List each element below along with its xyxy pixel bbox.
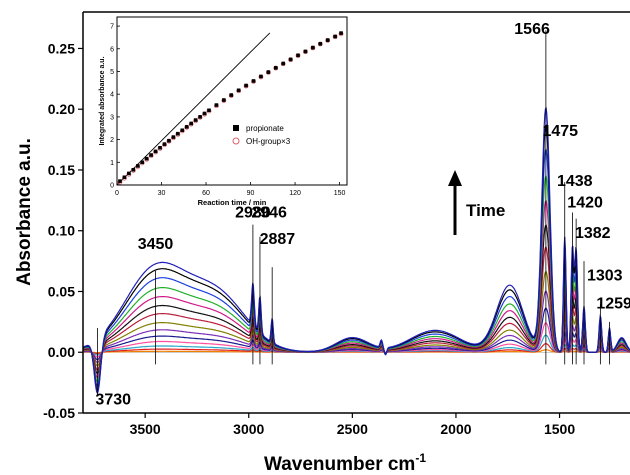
- inset-y-tick-label: 4: [110, 92, 114, 99]
- y-tick-label: 0.10: [48, 223, 75, 239]
- y-tick-label: 0.05: [48, 283, 75, 299]
- time-label: Time: [466, 201, 505, 220]
- legend-oh-label: OH-group×3: [246, 137, 291, 146]
- propionate-point: [318, 41, 323, 46]
- propionate-point: [184, 125, 189, 129]
- inset-y-tick-label: 1: [110, 160, 114, 167]
- y-tick-label: 0.20: [48, 101, 75, 117]
- spectrum-line: [83, 334, 630, 356]
- propionate-point: [333, 34, 337, 39]
- propionate-point: [176, 131, 180, 136]
- inset-x-axis-title: Reaction time / min: [198, 198, 267, 207]
- y-axis-title: Absorbance a.u.: [14, 138, 35, 286]
- propionate-point: [202, 111, 207, 116]
- inset-y-tick-label: 6: [110, 46, 114, 53]
- propionate-point: [207, 108, 211, 113]
- propionate-point: [259, 74, 263, 79]
- x-tick-label: 2500: [337, 421, 368, 437]
- inset-frame: [116, 16, 348, 186]
- peak-label: 1420: [567, 195, 603, 212]
- inset-kinetics-plot: 0 30 60 90 120 150 0 1 2 3 4 5 6 7 Reaction time / min…: [99, 16, 348, 207]
- y-tick-label: -0.05: [43, 405, 75, 421]
- propionate-point: [193, 118, 198, 122]
- propionate-point: [158, 145, 162, 150]
- spectrum-line: [83, 307, 630, 361]
- propionate-point: [149, 153, 153, 157]
- x-tick-label: 2000: [440, 421, 471, 437]
- propionate-point: [251, 79, 256, 83]
- propionate-point: [222, 98, 226, 102]
- spectrum-line: [83, 270, 630, 367]
- peak-label: 1382: [575, 225, 611, 242]
- inset-x-tick-label: 150: [334, 190, 346, 197]
- inset-linear-fit-line: [116, 32, 271, 186]
- peak-label: 3730: [95, 391, 131, 408]
- peak-label: 2887: [260, 231, 296, 248]
- spectrum-line: [83, 322, 630, 358]
- propionate-point: [198, 115, 202, 119]
- propionate-point: [244, 83, 248, 88]
- propionate-point: [127, 171, 131, 176]
- peak-label: 2980: [235, 204, 271, 221]
- peak-label: 3450: [138, 236, 174, 253]
- propionate-point: [144, 156, 149, 161]
- propionate-point: [135, 164, 140, 168]
- propionate-point: [171, 135, 176, 139]
- inset-x-tick-label: 90: [247, 190, 255, 197]
- x-tick-label: 3500: [130, 421, 161, 437]
- peak-label: 1566: [514, 21, 550, 38]
- propionate-point: [281, 61, 285, 66]
- propionate-point: [266, 70, 271, 74]
- peak-label: 1303: [587, 268, 623, 285]
- inset-y-tick-label: 3: [110, 114, 114, 121]
- propionate-point: [229, 93, 234, 97]
- peak-label: 1259: [596, 295, 630, 312]
- spectrum-line: [82, 106, 630, 395]
- propionate-point: [214, 103, 219, 107]
- propionate-point: [118, 179, 122, 183]
- propionate-point: [131, 167, 136, 172]
- legend-propionate-marker: [233, 125, 239, 131]
- propionate-point: [189, 121, 193, 126]
- legend-propionate-label: propionate: [246, 124, 284, 133]
- x-axis-title: Wavenumber cm-1: [264, 451, 426, 475]
- peak-label: 2946: [251, 204, 287, 221]
- propionate-point: [288, 57, 293, 62]
- propionate-point: [162, 142, 167, 146]
- x-axis-title-superscript: -1: [415, 451, 426, 465]
- propionate-point: [153, 149, 158, 154]
- propionate-point: [311, 45, 315, 50]
- inset-y-tick-label: 5: [110, 69, 114, 76]
- y-tick-label: 0.25: [48, 40, 75, 56]
- inset-y-tick-label: 7: [110, 24, 114, 31]
- legend-oh-marker: [232, 137, 240, 145]
- inset-y-tick-label: 0: [110, 183, 114, 190]
- x-tick-label: 3000: [233, 421, 264, 437]
- inset-x-tick-label: 120: [289, 190, 301, 197]
- propionate-point: [303, 49, 308, 54]
- inset-y-axis-title: Integrated absorbance a.u.: [99, 56, 106, 145]
- inset-x-tick-label: 30: [158, 190, 166, 197]
- time-arrow-head: [448, 170, 462, 186]
- y-tick-label: 0.00: [48, 344, 75, 360]
- propionate-point: [140, 160, 145, 165]
- propionate-point: [296, 53, 300, 58]
- propionate-point: [122, 175, 127, 180]
- x-tick-label: 1500: [544, 421, 575, 437]
- inset-x-tick-label: 60: [202, 190, 210, 197]
- spectrum-line: [82, 290, 630, 364]
- propionate-point: [236, 88, 241, 93]
- inset-x-tick-label: 0: [115, 190, 119, 197]
- propionate-point: [339, 31, 343, 35]
- y-tick-label: 0.15: [48, 162, 75, 178]
- propionate-point: [273, 66, 278, 70]
- propionate-point: [167, 138, 171, 143]
- propionate-point: [180, 128, 185, 133]
- peak-label: 1438: [557, 173, 593, 190]
- inset-y-tick-label: 2: [110, 137, 114, 144]
- propionate-point: [325, 38, 330, 42]
- peak-label: 1475: [542, 123, 578, 140]
